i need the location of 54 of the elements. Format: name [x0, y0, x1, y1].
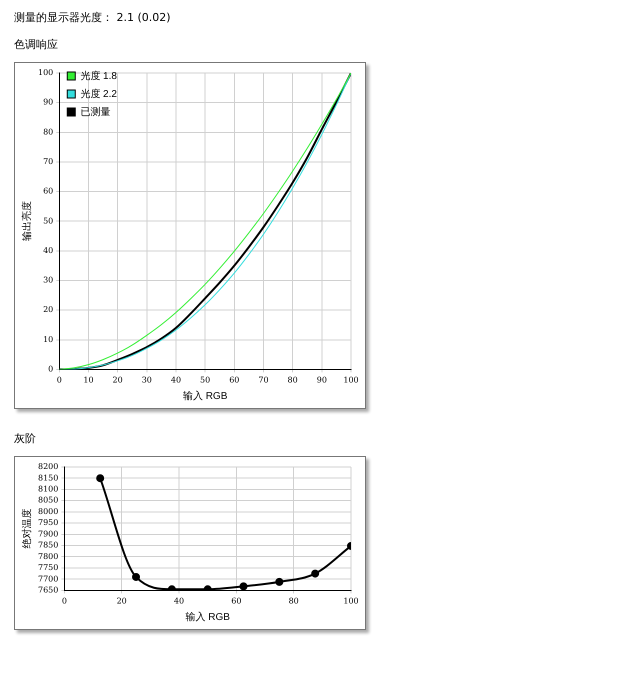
point [311, 570, 320, 578]
y-axis-title: 输出亮度 [20, 201, 33, 242]
x-tick-label: 100 [343, 375, 359, 384]
x-tick-label: 70 [258, 375, 269, 384]
y-tick-label: 8200 [38, 462, 58, 472]
point [275, 578, 284, 586]
y-tick-label: 7650 [38, 585, 58, 594]
point [96, 474, 104, 482]
chart-title: 色调响应 [14, 37, 59, 52]
y-tick-label: 7750 [38, 563, 58, 572]
y-tick-label: 90 [43, 98, 54, 107]
y-tick-label: 8000 [38, 506, 58, 516]
x-tick-label: 40 [170, 375, 182, 384]
y-tick-label: 7850 [38, 540, 58, 550]
y-tick-label: 60 [43, 186, 54, 196]
x-tick-label: 80 [288, 375, 298, 384]
point [132, 572, 140, 581]
legend-label: 光度 1.8 [80, 70, 118, 82]
y-tick-label: 70 [43, 157, 54, 166]
y-tick-label: 8050 [38, 496, 58, 505]
y-tick-label: 7900 [38, 529, 58, 538]
text: 测量的显示器光度： 2.1 (0.02) [14, 10, 172, 25]
x-tick-label: 60 [231, 596, 242, 606]
x-tick-label: 20 [112, 375, 123, 384]
point [240, 582, 248, 590]
x-tick-label: 60 [229, 375, 240, 384]
x-tick-label: 40 [174, 596, 184, 606]
x-axis-title: 输入 RGB [185, 610, 230, 623]
y-tick-label: 8100 [38, 484, 58, 494]
y-tick-label: 8150 [38, 473, 58, 482]
y-tick-label: 7700 [38, 574, 58, 584]
chart-title: 灰阶 [14, 431, 37, 446]
y-tick-label: 7800 [38, 552, 58, 561]
x-tick-label: 100 [343, 596, 359, 606]
x-tick-label: 80 [288, 596, 299, 606]
y-tick-label: 20 [43, 305, 54, 314]
y-tick-label: 40 [43, 246, 54, 255]
y-tick-label: 50 [43, 216, 54, 226]
y-tick-label: 80 [43, 127, 54, 136]
y-axis-title: 绝对温度 [20, 508, 33, 549]
x-tick-label: 90 [316, 375, 327, 384]
x-tick-label: 10 [83, 375, 94, 384]
y-tick-label: 10 [43, 334, 54, 344]
x-tick-label: 30 [142, 375, 152, 384]
x-tick-label: 20 [116, 596, 127, 606]
x-tick-label: 50 [200, 375, 210, 384]
legend-label: 光度 2.2 [80, 88, 118, 100]
legend-label: 已测量 [80, 106, 110, 118]
y-tick-label: 100 [38, 68, 54, 78]
y-tick-label: 7950 [38, 518, 58, 528]
y-tick-label: 30 [43, 276, 54, 285]
x-axis-title: 输入 RGB [182, 390, 228, 402]
y-tick-label: 0 [48, 364, 54, 374]
x-tick-label: 0 [62, 596, 67, 606]
